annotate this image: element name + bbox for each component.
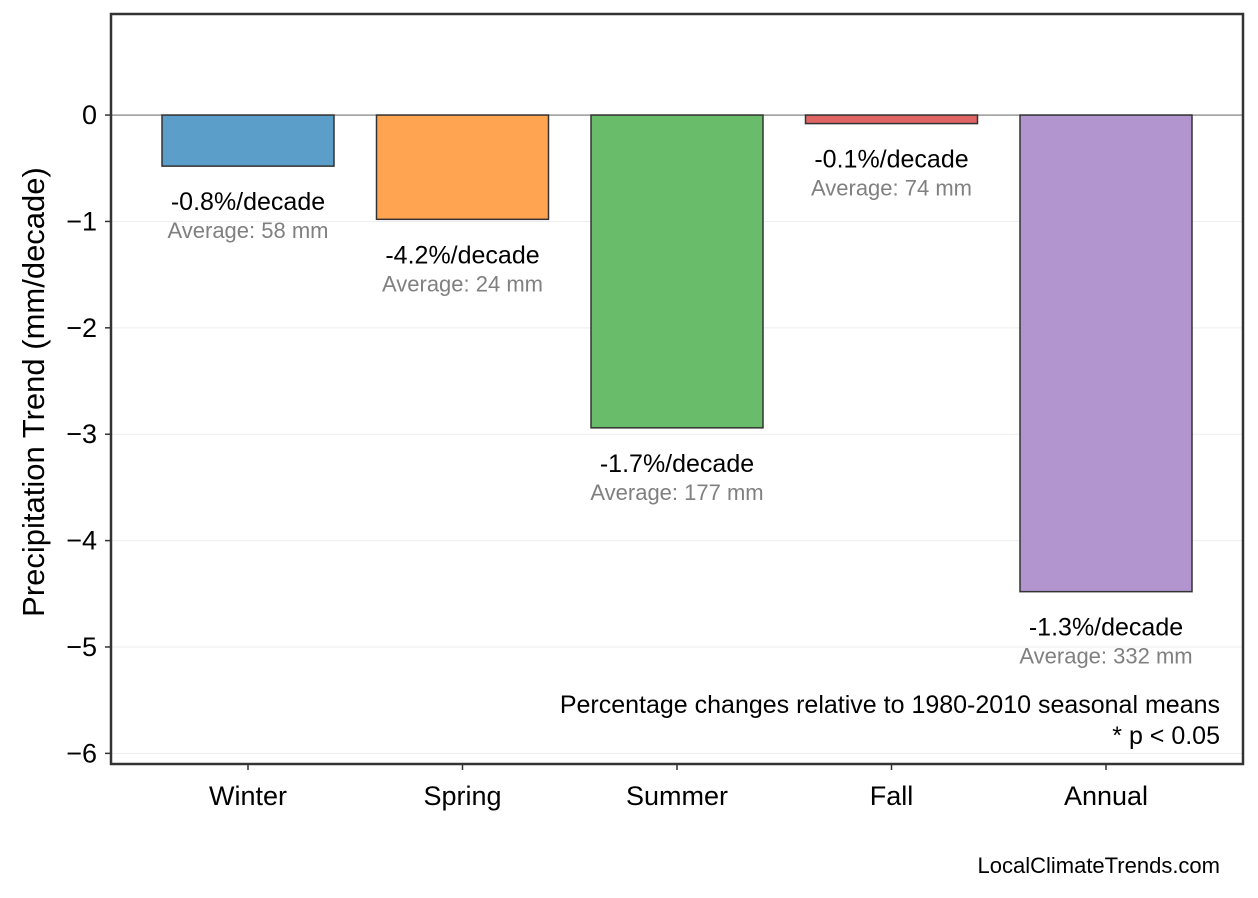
percent-label-spring: -4.2%/decade bbox=[385, 241, 539, 269]
bar-annual bbox=[1019, 114, 1193, 593]
x-tick-label-annual: Annual bbox=[1064, 781, 1148, 811]
footer-source: LocalClimateTrends.com bbox=[978, 853, 1221, 878]
average-label-winter: Average: 58 mm bbox=[167, 218, 328, 243]
x-tick-label-winter: Winter bbox=[209, 781, 287, 811]
bars bbox=[161, 114, 1193, 593]
y-tick-label: −1 bbox=[66, 206, 97, 236]
y-tick-label: 0 bbox=[82, 100, 97, 130]
x-tick-label-fall: Fall bbox=[870, 781, 914, 811]
percent-label-winter: -0.8%/decade bbox=[171, 188, 325, 216]
average-label-fall: Average: 74 mm bbox=[811, 176, 972, 201]
bar-summer bbox=[590, 114, 764, 429]
y-tick-label: −5 bbox=[66, 632, 97, 662]
bar-winter bbox=[161, 114, 335, 167]
y-tick-label: −6 bbox=[66, 738, 97, 768]
y-tick-label: −3 bbox=[66, 419, 97, 449]
x-tick-label-spring: Spring bbox=[423, 781, 501, 811]
significance-note: * p < 0.05 bbox=[1112, 722, 1220, 750]
y-tick-label: −2 bbox=[66, 313, 97, 343]
bar-fall bbox=[804, 114, 979, 125]
average-label-annual: Average: 332 mm bbox=[1019, 644, 1192, 669]
y-tick-label: −4 bbox=[66, 526, 97, 556]
annotation-note: Percentage changes relative to 1980-2010… bbox=[560, 691, 1220, 719]
x-axis: Winter Spring Summer Fall Annual bbox=[209, 764, 1148, 811]
y-axis-title: Precipitation Trend (mm/decade) bbox=[16, 167, 51, 617]
average-label-spring: Average: 24 mm bbox=[382, 271, 543, 296]
x-tick-label-summer: Summer bbox=[626, 781, 728, 811]
percent-label-summer: -1.7%/decade bbox=[600, 450, 754, 478]
percent-label-annual: -1.3%/decade bbox=[1029, 614, 1183, 642]
bar-spring bbox=[375, 114, 550, 221]
average-label-summer: Average: 177 mm bbox=[590, 480, 763, 505]
percent-label-fall: -0.1%/decade bbox=[814, 146, 968, 174]
y-axis: 0 −1 −2 −3 −4 −5 −6 bbox=[66, 100, 111, 768]
